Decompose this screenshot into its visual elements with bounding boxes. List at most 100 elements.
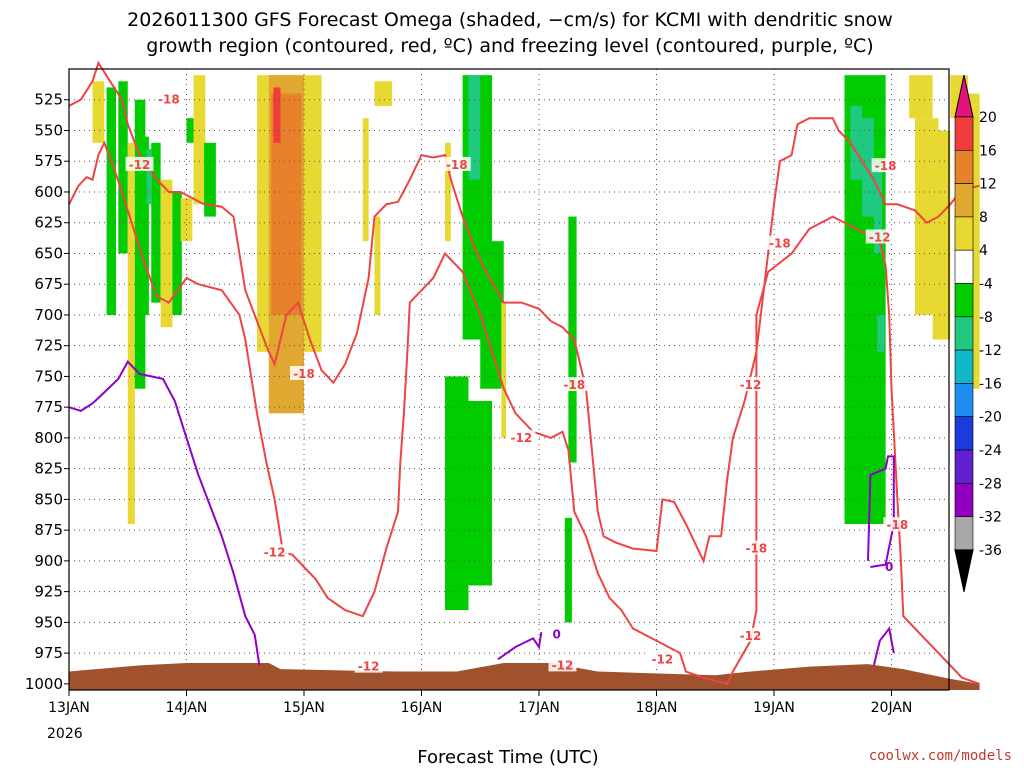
omega-shading-cell <box>967 93 980 389</box>
colorbar-label: -12 <box>979 343 1002 359</box>
freezing-contour-label: 0 <box>552 628 560 642</box>
contour-label-bg <box>883 517 912 532</box>
colorbar-label: -20 <box>979 410 1002 426</box>
terrain-layer <box>69 662 980 690</box>
colorbar-label: -28 <box>979 476 1002 492</box>
omega-shading-cell <box>193 75 206 205</box>
dgz-contour-label: -18 <box>746 542 768 556</box>
dgz-contour-label: -18 <box>158 93 180 107</box>
contour-label-bg <box>560 377 589 392</box>
plot-frame <box>68 68 950 691</box>
y-tick-label: 825 <box>34 460 63 478</box>
contour-label-bg <box>125 156 154 171</box>
dgz-contour-label: -12 <box>652 652 674 666</box>
dgz-contour-label: -12 <box>552 658 574 672</box>
omega-shading-cell <box>850 105 863 180</box>
plot-area: -18 -12 -18 -12 -18 -18 -12 -18 -12 -18 -12 -18 -12 -… <box>68 60 980 691</box>
freezing-contour <box>497 632 543 661</box>
contour-label-bg <box>260 544 289 559</box>
y-tick-label: 875 <box>34 521 63 539</box>
colorbar-cell <box>954 216 974 251</box>
dgz-contour-label: -18 <box>887 518 909 532</box>
colorbar-cell <box>954 416 974 451</box>
omega-shading-cell <box>160 179 173 328</box>
y-tick-label: 550 <box>34 121 63 139</box>
x-tick-label: 19JAN <box>753 700 795 716</box>
colorbar-label: -16 <box>979 376 1002 392</box>
y-tick-label: 650 <box>34 244 63 262</box>
colorbar-cell <box>954 482 974 517</box>
omega-shading-cell <box>134 99 146 389</box>
omega-shading-cell <box>106 87 116 315</box>
contour-label-bg <box>507 429 536 444</box>
colorbar-label: -8 <box>979 310 993 326</box>
x-tick-label: 13JAN <box>48 700 90 716</box>
colorbar-cell <box>954 116 974 151</box>
omega-shading-cell <box>362 118 369 242</box>
contour-label-bg <box>865 229 894 244</box>
colorbar-bottom-arrow <box>954 549 974 593</box>
colorbar-label: 20 <box>979 110 997 126</box>
omega-shading-cell <box>92 81 105 143</box>
colorbar: 20 16 12 8 4 -4 -8 -12 -16 -20 -24 -28 -32 -36 <box>954 74 1002 593</box>
dgz-contour-label: -12 <box>511 431 533 445</box>
contour-label-bg <box>648 651 677 666</box>
omega-shading-cell <box>480 241 504 389</box>
dgz-contour-label: -18 <box>875 159 897 173</box>
omega-shading-cell <box>151 142 161 303</box>
colorbar-cell <box>954 283 974 318</box>
x-tick-label: 14JAN <box>166 700 208 716</box>
y-tick-label: 600 <box>34 183 63 201</box>
y-tick-label: 725 <box>34 337 63 355</box>
y-tick-label: 950 <box>34 613 63 631</box>
y-axis-ticks: 525 550 575 600 625 650 675 700 725 750 775 800 825 8… <box>25 91 69 693</box>
freezing-contour-label: 0 <box>885 560 893 574</box>
colorbar-cell <box>954 383 974 417</box>
omega-shading-cell <box>877 314 885 352</box>
dgz-contour-label: -18 <box>293 367 315 381</box>
dgz-contour-label: -18 <box>769 237 791 251</box>
omega-shading-cell <box>501 302 507 438</box>
colorbar-cell <box>954 516 974 551</box>
omega-shading-cell <box>468 401 492 586</box>
x-tick-label: 17JAN <box>518 700 560 716</box>
omega-shading-cell <box>127 142 135 524</box>
terrain-fill <box>69 662 980 690</box>
colorbar-cell <box>954 249 974 284</box>
colorbar-cell <box>954 349 974 384</box>
y-tick-label: 850 <box>34 490 63 508</box>
contour-label-layer: -18 -12 -18 -12 -18 -18 -12 -18 -12 -18 -12 -18 -12 -… <box>125 91 912 674</box>
y-tick-label: 525 <box>34 91 63 109</box>
omega-shading-cell <box>172 191 182 315</box>
freezing-contour <box>68 360 261 666</box>
y-tick-label: 925 <box>34 583 63 601</box>
contour-label-bg <box>548 657 577 672</box>
omega-shading-cell <box>445 376 469 611</box>
colorbar-label: -32 <box>979 510 1002 526</box>
dgz-contour-label: -12 <box>869 230 891 244</box>
dgz-contour-label: -12 <box>740 629 762 643</box>
y-tick-label: 975 <box>34 644 63 662</box>
x-tick-label: 15JAN <box>283 700 325 716</box>
colorbar-cell <box>954 449 974 484</box>
y-tick-label: 575 <box>34 152 63 170</box>
y-tick-label: 800 <box>34 429 63 447</box>
omega-shading-cell <box>146 148 152 205</box>
omega-shading-cell <box>468 75 481 180</box>
contour-label-bg <box>736 627 765 642</box>
omega-shading-cell <box>932 130 951 340</box>
contour-label-bg <box>442 156 471 171</box>
dgz-contour-label: -12 <box>264 545 286 559</box>
colorbar-label: 8 <box>979 210 988 226</box>
y-tick-label: 775 <box>34 398 63 416</box>
contour-label-bg <box>871 158 900 173</box>
y-tick-label: 900 <box>34 552 63 570</box>
contour-label-bg <box>290 365 318 380</box>
y-tick-label: 675 <box>34 275 63 293</box>
omega-shading-cell <box>862 118 874 217</box>
x-tick-label: 16JAN <box>401 700 443 716</box>
credit-text: coolwx.com/models <box>869 748 1012 764</box>
dgz-contour-label: -12 <box>358 660 380 674</box>
colorbar-label: 12 <box>979 177 997 193</box>
